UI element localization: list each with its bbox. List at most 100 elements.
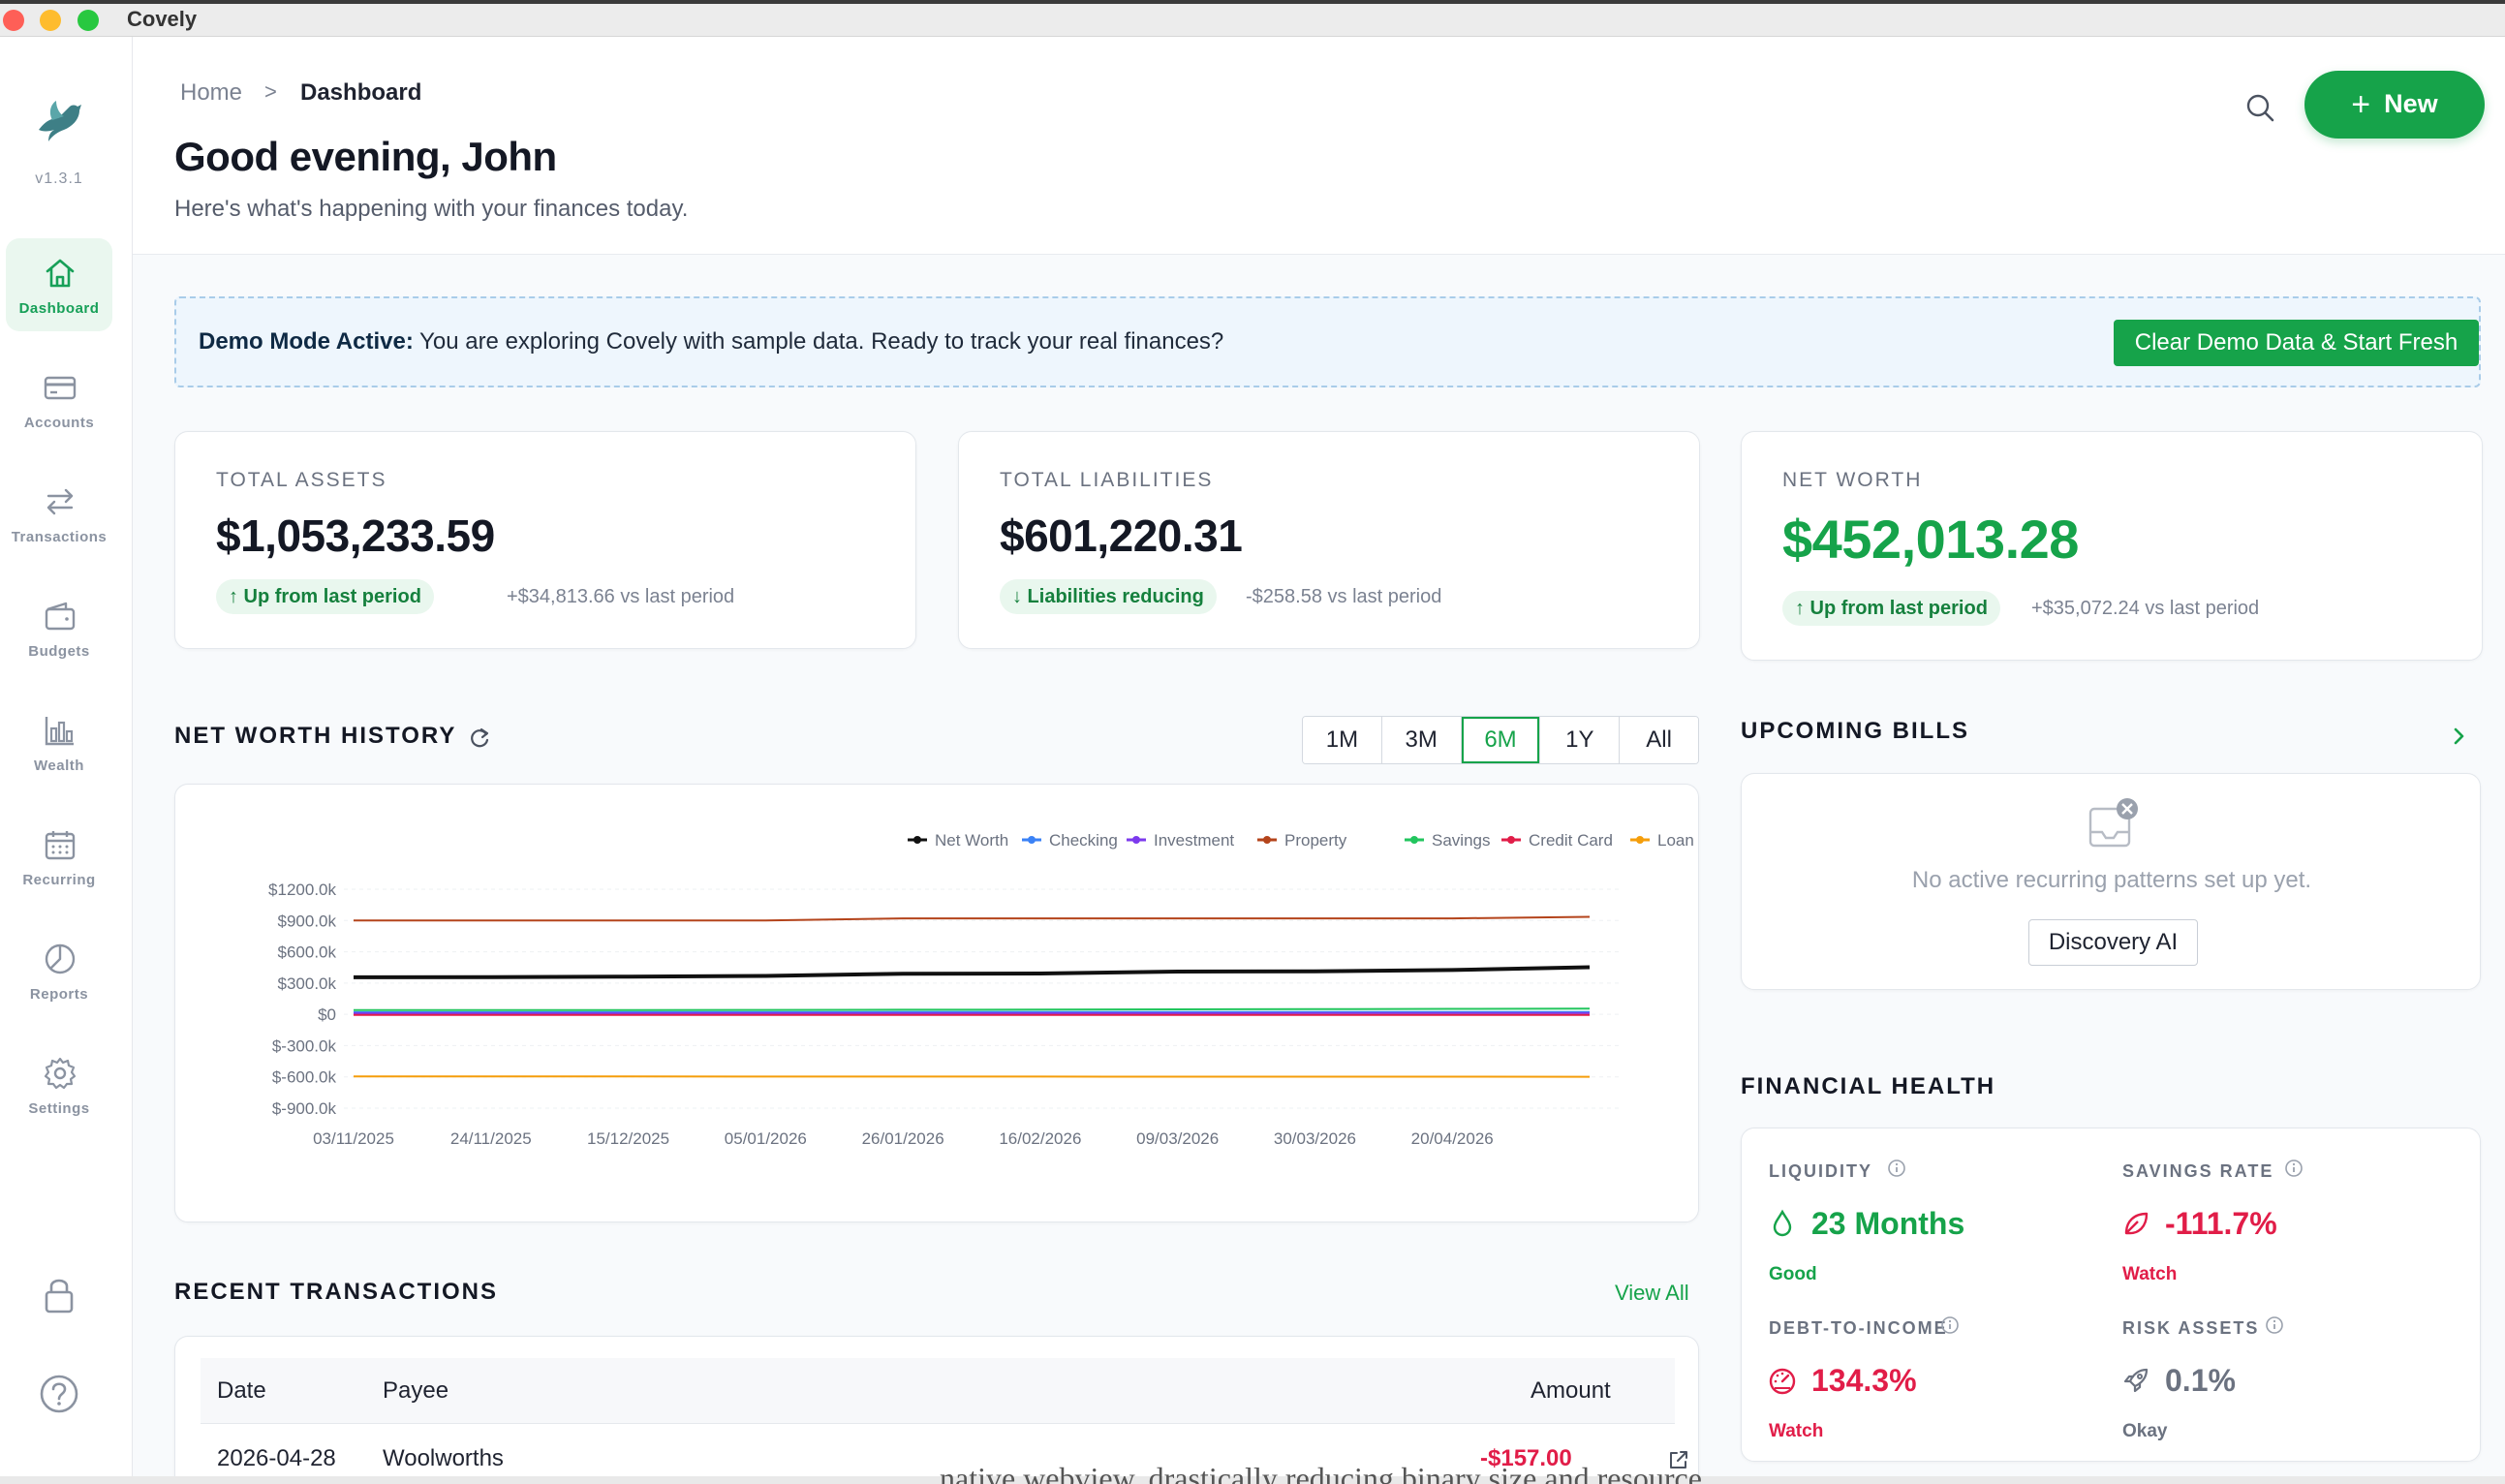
liquidity-status: Good bbox=[1769, 1264, 1817, 1284]
column-header-payee[interactable]: Payee bbox=[383, 1377, 449, 1404]
home-icon bbox=[46, 259, 75, 288]
lock-icon[interactable] bbox=[39, 1275, 79, 1315]
y-tick-label: $600.0k bbox=[278, 943, 337, 962]
x-tick-label: 26/01/2026 bbox=[862, 1129, 944, 1148]
bills-empty-message: No active recurring patterns set up yet. bbox=[1911, 867, 2312, 893]
net-worth-trend-badge: ↑ Up from last period bbox=[1782, 591, 2000, 626]
net-worth-label: NET WORTH bbox=[1782, 469, 1923, 491]
net-worth-chart: $1200.0k $900.0k $600.0k $300.0k $0 $-300.0k $… bbox=[268, 831, 1694, 1148]
y-tick-label: $-600.0k bbox=[272, 1068, 337, 1087]
risk-assets-status: Okay bbox=[2122, 1421, 2168, 1441]
range-3m-button[interactable]: 3M bbox=[1381, 717, 1462, 763]
refresh-icon[interactable] bbox=[467, 726, 492, 751]
breadcrumb-home[interactable]: Home bbox=[180, 79, 243, 106]
range-all-button[interactable]: All bbox=[1620, 717, 1698, 763]
upcoming-bills-title: UPCOMING BILLS bbox=[1741, 718, 1969, 744]
gauge-icon bbox=[1769, 1368, 1796, 1395]
calendar-icon bbox=[45, 831, 76, 860]
range-1m-button[interactable]: 1M bbox=[1303, 717, 1382, 763]
sidebar-item-dashboard[interactable]: Dashboard bbox=[6, 238, 112, 331]
y-tick-label: $-300.0k bbox=[272, 1036, 337, 1055]
sidebar-item-budgets[interactable]: Budgets bbox=[6, 581, 112, 674]
debt-to-income-status: Watch bbox=[1769, 1421, 1824, 1441]
financial-health-title: FINANCIAL HEALTH bbox=[1741, 1073, 1996, 1099]
legend-entry: Loan bbox=[1657, 831, 1694, 850]
help-icon[interactable] bbox=[39, 1374, 79, 1414]
time-range-selector: 1M 3M 6M 1Y All bbox=[1302, 716, 1699, 764]
window-bottom-edge bbox=[0, 1476, 2505, 1484]
legend-swatch-dot bbox=[1507, 836, 1515, 844]
view-all-transactions-link[interactable]: View All bbox=[1615, 1281, 1689, 1305]
app-version: v1.3.1 bbox=[35, 170, 83, 187]
plus-icon: + bbox=[2351, 85, 2371, 123]
y-tick-label: $0 bbox=[318, 1005, 336, 1024]
sidebar-item-wealth[interactable]: Wealth bbox=[6, 696, 112, 788]
risk-assets-label: RISK ASSETS bbox=[2122, 1318, 2260, 1338]
legend-swatch-dot bbox=[1132, 836, 1140, 844]
series-line-property bbox=[354, 915, 1591, 922]
y-tick-label: $1200.0k bbox=[268, 881, 336, 899]
column-header-amount[interactable]: Amount bbox=[1531, 1377, 1611, 1404]
demo-message: Demo Mode Active: You are exploring Cove… bbox=[199, 328, 1223, 356]
sidebar-item-recurring[interactable]: Recurring bbox=[6, 810, 112, 903]
financial-health-card: LIQUIDITY 23 Months Good SAVINGS RATE -1… bbox=[1741, 1128, 2481, 1462]
legend-entry: Savings bbox=[1432, 831, 1490, 850]
search-icon[interactable] bbox=[2240, 87, 2282, 130]
sidebar-item-label: Settings bbox=[28, 1100, 90, 1117]
x-tick-label: 24/11/2025 bbox=[450, 1129, 532, 1148]
legend-entry: Net Worth bbox=[935, 831, 1008, 850]
range-1y-button[interactable]: 1Y bbox=[1540, 717, 1621, 763]
window-titlebar: Covely bbox=[0, 0, 2505, 37]
empty-inbox-icon bbox=[2088, 798, 2138, 848]
page-header: Home > Dashboard Good evening, John Here… bbox=[133, 37, 2505, 255]
info-icon[interactable] bbox=[1887, 1159, 1906, 1178]
chevron-right-icon[interactable] bbox=[2448, 722, 2471, 751]
savings-rate-value: -111.7% bbox=[2165, 1206, 2277, 1241]
close-window-button[interactable] bbox=[3, 10, 24, 31]
sidebar-item-label: Accounts bbox=[23, 415, 95, 431]
savings-rate-status: Watch bbox=[2122, 1264, 2178, 1284]
net-worth-chart-card: $1200.0k $900.0k $600.0k $300.0k $0 $-300.0k $… bbox=[174, 784, 1699, 1222]
demo-title: Demo Mode Active: bbox=[199, 328, 414, 355]
transaction-payee: Woolworths bbox=[383, 1445, 504, 1471]
sidebar-item-settings[interactable]: Settings bbox=[6, 1038, 112, 1131]
breadcrumb-current: Dashboard bbox=[300, 79, 422, 106]
minimize-window-button[interactable] bbox=[40, 10, 61, 31]
x-tick-label: 05/01/2026 bbox=[725, 1129, 807, 1148]
y-tick-label: $300.0k bbox=[278, 974, 337, 993]
recent-transactions-card: Date Payee Amount 2026-04-28 Woolworths … bbox=[174, 1336, 1699, 1484]
net-worth-value: $452,013.28 bbox=[1782, 509, 2079, 570]
y-tick-label: $900.0k bbox=[278, 912, 337, 930]
sidebar-item-transactions[interactable]: Transactions bbox=[6, 467, 112, 560]
net-worth-history-title: NET WORTH HISTORY bbox=[174, 723, 457, 749]
legend-entry: Checking bbox=[1049, 831, 1118, 850]
clear-demo-data-button[interactable]: Clear Demo Data & Start Fresh bbox=[2114, 320, 2479, 366]
breadcrumb-separator: > bbox=[264, 79, 277, 104]
info-icon[interactable] bbox=[1940, 1315, 1960, 1335]
total-liabilities-label: TOTAL LIABILITIES bbox=[1000, 469, 1214, 491]
sidebar-item-reports[interactable]: Reports bbox=[6, 924, 112, 1017]
upcoming-bills-card: No active recurring patterns set up yet.… bbox=[1741, 773, 2481, 990]
pie-chart-icon bbox=[45, 943, 76, 974]
external-link-icon[interactable] bbox=[1667, 1448, 1690, 1471]
main-content: Home > Dashboard Good evening, John Here… bbox=[133, 37, 2505, 1484]
x-tick-label: 09/03/2026 bbox=[1136, 1129, 1219, 1148]
bar-chart-icon bbox=[45, 717, 74, 746]
sidebar-item-label: Dashboard bbox=[18, 300, 100, 317]
risk-assets-value: 0.1% bbox=[2165, 1363, 2236, 1398]
arrows-swap-icon bbox=[46, 488, 74, 515]
info-icon[interactable] bbox=[2284, 1159, 2304, 1178]
sidebar-item-label: Budgets bbox=[28, 643, 90, 660]
sidebar-item-accounts[interactable]: Accounts bbox=[6, 353, 112, 446]
total-liabilities-trend-badge: ↓ Liabilities reducing bbox=[1000, 579, 1217, 614]
x-tick-label: 03/11/2025 bbox=[313, 1129, 394, 1148]
total-assets-trend-badge: ↑ Up from last period bbox=[216, 579, 434, 614]
info-icon[interactable] bbox=[2265, 1315, 2284, 1335]
maximize-window-button[interactable] bbox=[77, 10, 99, 31]
credit-card-icon bbox=[44, 376, 77, 400]
new-button[interactable]: + New bbox=[2304, 71, 2485, 139]
column-header-date[interactable]: Date bbox=[217, 1377, 266, 1404]
range-6m-button[interactable]: 6M bbox=[1461, 717, 1541, 763]
discovery-ai-button[interactable]: Discovery AI bbox=[2028, 919, 2198, 966]
total-assets-value: $1,053,233.59 bbox=[216, 510, 495, 561]
